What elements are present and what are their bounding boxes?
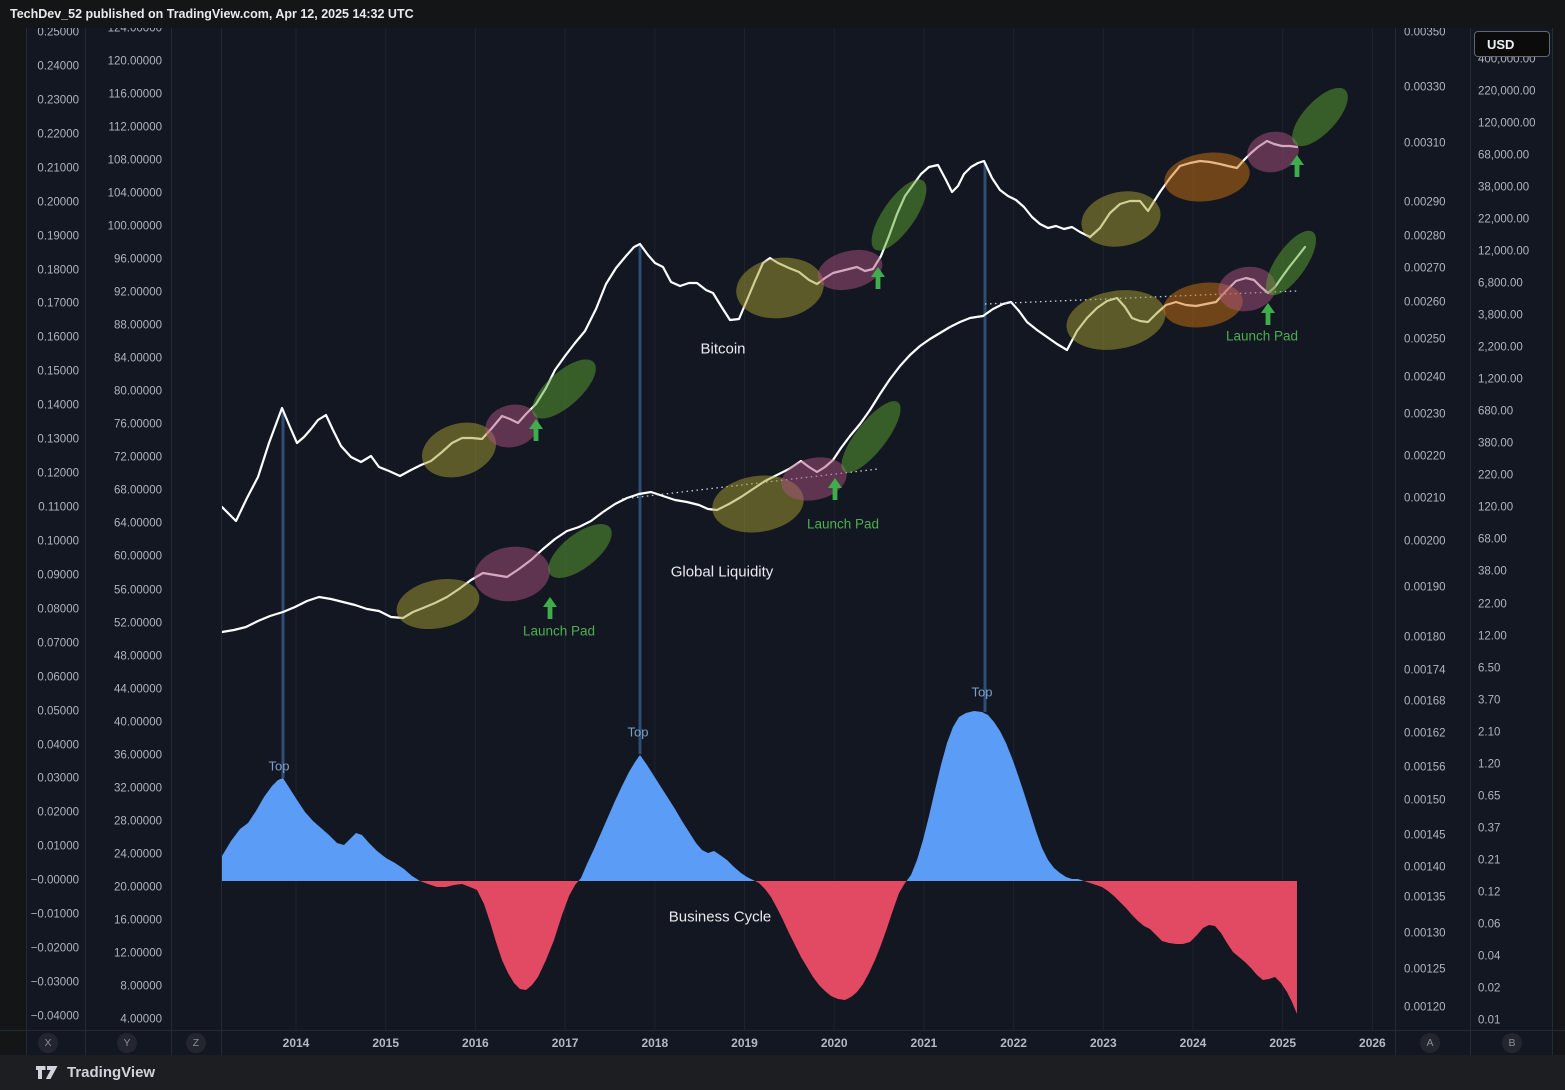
brown-phase-ellipse [1164, 152, 1250, 202]
scale-z-button[interactable]: Z [186, 1033, 206, 1053]
scale-b-button[interactable]: B [1502, 1033, 1522, 1053]
purple-phase-ellipse [1218, 266, 1276, 312]
scale-x-button[interactable]: X [38, 1033, 58, 1053]
scale-y-button[interactable]: Y [117, 1033, 137, 1053]
arrow-up-icon [828, 478, 842, 500]
olive-phase-ellipse [712, 475, 804, 533]
top-marker-lines [281, 163, 987, 778]
green-phase-ellipse [1265, 230, 1317, 296]
olive-phase-ellipse [736, 257, 824, 319]
arrow-up-icon [1261, 303, 1275, 325]
olive-phase-ellipse [421, 422, 497, 478]
currency-toggle[interactable]: USD [1474, 31, 1550, 57]
green-phase-ellipse [532, 359, 596, 419]
publish-title: TechDev_52 published on TradingView.com,… [10, 7, 414, 21]
footer-brand-text: TradingView [67, 1064, 156, 1081]
olive-phase-ellipse [396, 578, 480, 630]
up-arrows [529, 155, 1304, 619]
purple-phase-ellipse [781, 457, 847, 501]
arrow-up-icon [871, 267, 885, 289]
purple-phase-ellipse [474, 546, 550, 602]
green-phase-ellipse [841, 401, 901, 473]
green-phase-ellipse [871, 179, 927, 251]
arrow-up-icon [529, 419, 543, 441]
tradingview-logo-icon [36, 1066, 58, 1079]
arrow-up-icon [543, 597, 557, 619]
purple-phase-ellipse [817, 249, 883, 291]
purple-phase-ellipse [485, 404, 539, 448]
green-phase-ellipse [1292, 87, 1348, 147]
arrow-up-icon [1290, 155, 1304, 177]
green-phase-ellipse [548, 524, 612, 578]
purple-phase-ellipse [1247, 131, 1299, 173]
pane-separators [0, 28, 1565, 1055]
business-cycle-area [222, 711, 1297, 1014]
olive-phase-ellipse [1081, 191, 1161, 247]
footer-bar: TradingView [0, 1055, 1565, 1090]
publish-header: TechDev_52 published on TradingView.com,… [0, 0, 1565, 28]
cycle-phase-ellipses [396, 87, 1348, 630]
olive-phase-ellipse [1066, 290, 1166, 350]
scale-a-button[interactable]: A [1420, 1033, 1440, 1053]
